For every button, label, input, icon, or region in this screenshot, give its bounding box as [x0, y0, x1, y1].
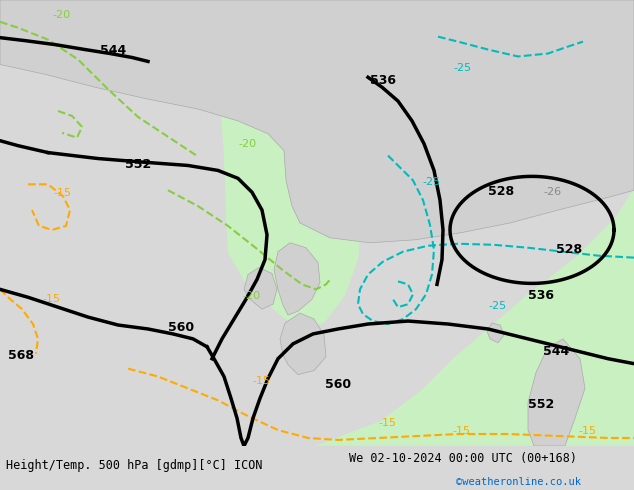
Text: 552: 552	[528, 398, 554, 411]
Polygon shape	[0, 0, 634, 243]
Text: -15: -15	[53, 188, 71, 198]
Text: Height/Temp. 500 hPa [gdmp][°C] ICON: Height/Temp. 500 hPa [gdmp][°C] ICON	[6, 459, 263, 472]
Polygon shape	[0, 0, 634, 59]
Text: -25: -25	[488, 301, 506, 311]
Text: -15: -15	[378, 418, 396, 428]
Polygon shape	[220, 5, 362, 329]
Text: 560: 560	[325, 378, 351, 392]
Polygon shape	[274, 243, 320, 315]
Text: -20: -20	[238, 139, 256, 148]
Polygon shape	[487, 323, 504, 343]
Text: -15: -15	[42, 294, 60, 304]
Polygon shape	[528, 339, 585, 446]
Text: 544: 544	[100, 44, 126, 56]
Text: ©weatheronline.co.uk: ©weatheronline.co.uk	[456, 477, 581, 487]
Polygon shape	[244, 268, 277, 309]
Polygon shape	[315, 188, 634, 446]
Text: -20: -20	[242, 291, 260, 301]
Text: We 02-10-2024 00:00 UTC (00+168): We 02-10-2024 00:00 UTC (00+168)	[349, 452, 577, 465]
Text: -20: -20	[52, 10, 70, 20]
Text: 568: 568	[8, 349, 34, 362]
Text: -25: -25	[422, 177, 440, 187]
Text: -15: -15	[578, 426, 596, 436]
Text: -26: -26	[543, 187, 561, 197]
Text: 528: 528	[556, 243, 582, 256]
Text: -15: -15	[452, 426, 470, 436]
Text: 536: 536	[370, 74, 396, 87]
Polygon shape	[280, 313, 326, 374]
Text: 544: 544	[543, 345, 569, 358]
Text: 560: 560	[168, 321, 194, 334]
Text: 528: 528	[488, 185, 514, 198]
Text: 552: 552	[125, 158, 152, 172]
Text: 536: 536	[528, 289, 554, 302]
Text: -25: -25	[453, 63, 471, 74]
Polygon shape	[568, 272, 634, 446]
Text: -15: -15	[252, 376, 270, 387]
